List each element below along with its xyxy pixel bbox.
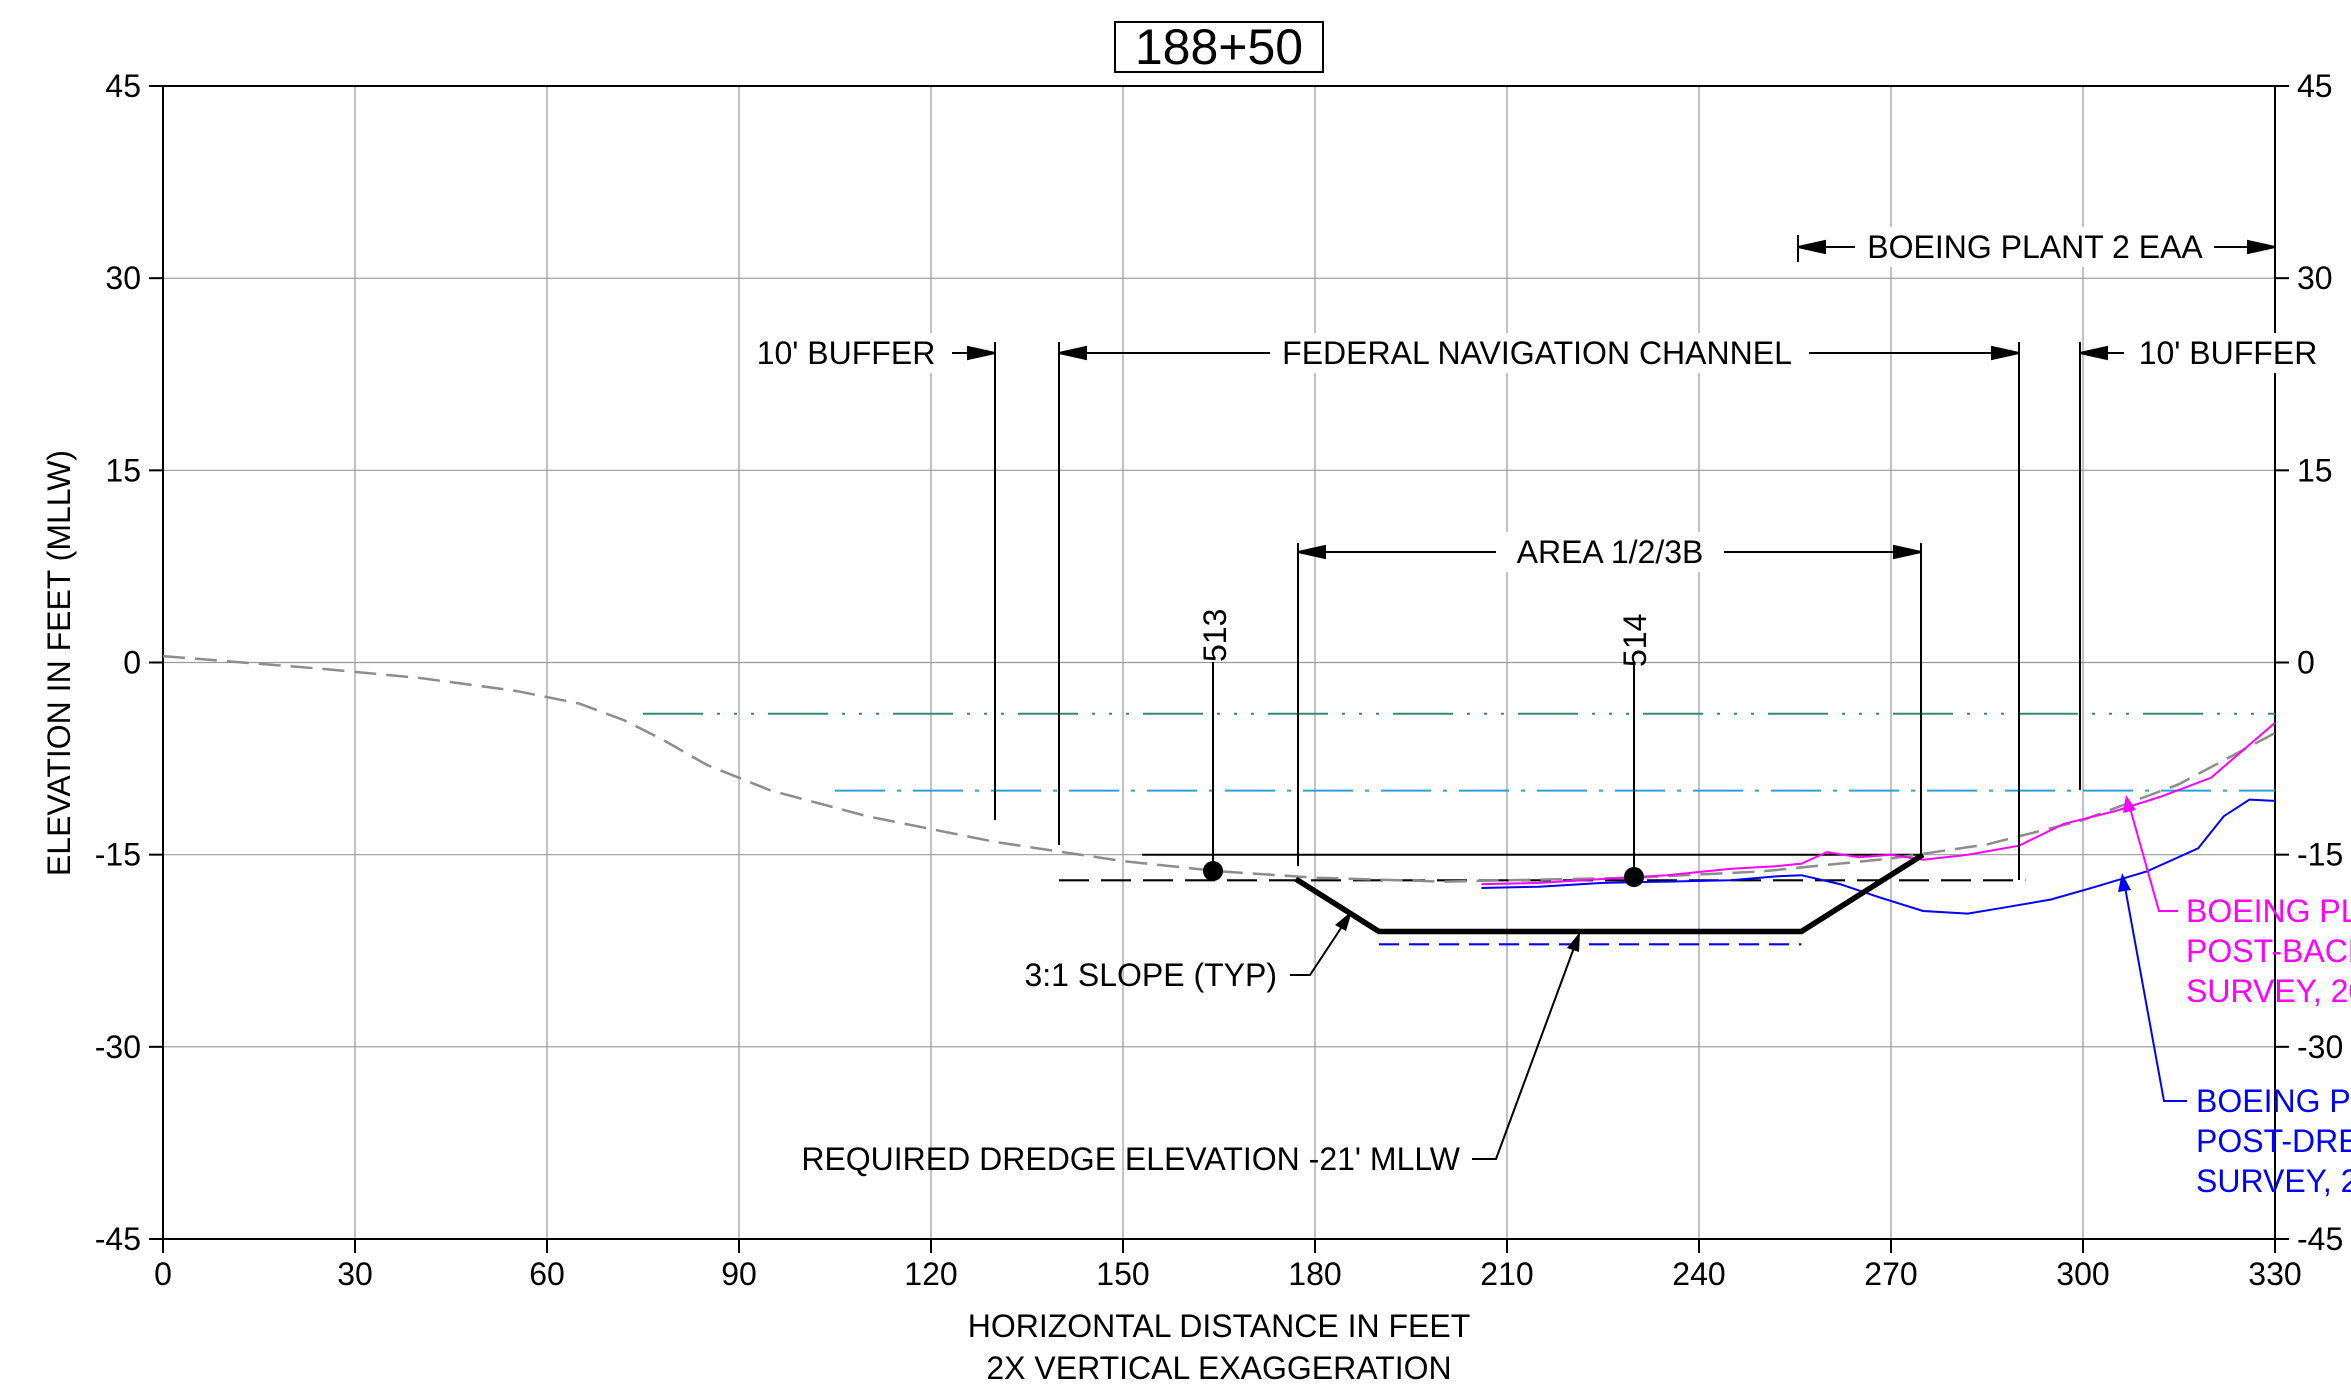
x-tick-label: 90 (721, 1256, 757, 1292)
dredge-survey-arrow (2118, 873, 2131, 892)
dredge-survey-label-1: BOEING PL (2196, 1083, 2351, 1119)
series-group (162, 654, 2276, 946)
backfill-leader (2129, 807, 2178, 912)
y-tick-labels-left: 45 30 15 0 -15 -30 -45 (95, 68, 141, 1257)
slope-leader (1290, 921, 1346, 976)
y-tick-label-right: 15 (2297, 452, 2333, 488)
y-tick-label-right: 30 (2297, 260, 2333, 296)
x-axis-subtitle: 2X VERTICAL EXAGGERATION (986, 1350, 1451, 1386)
x-tick-label: 60 (529, 1256, 565, 1292)
buffer-right-label: 10' BUFFER (2139, 335, 2318, 371)
y-axis-title: ELEVATION IN FEET (MLLW) (41, 450, 77, 876)
station-label: 188+50 (1135, 19, 1303, 75)
series-dredge-survey (1481, 798, 2276, 915)
buffer-left-label: 10' BUFFER (757, 335, 936, 371)
backfill-survey-label-1: BOEING PL (2186, 893, 2351, 929)
eaa-label: BOEING PLANT 2 EAA (1867, 229, 2203, 265)
y-tick-label-left: -30 (95, 1029, 141, 1065)
y-tick-label-left: 30 (105, 260, 141, 296)
arrow-area-right (1893, 544, 1922, 560)
x-tick-label: 330 (2248, 1256, 2301, 1292)
annotation-leaders (1290, 795, 2187, 1160)
y-tick-label-left: 45 (105, 68, 141, 104)
dredge-survey-leader (2124, 886, 2187, 1102)
dredge-leader (1472, 944, 1576, 1160)
channel-label-bg (1275, 333, 1805, 373)
sample-513-label: 513 (1197, 609, 1233, 662)
sample-513-marker (1203, 861, 1223, 881)
area-label-bg (1502, 532, 1718, 572)
annotation-text: 10' BUFFER FEDERAL NAVIGATION CHANNEL 10… (757, 227, 2351, 1199)
buffer-right-label-bg (2130, 333, 2320, 373)
arrow-channel-left (1058, 345, 1087, 361)
dimension-lines (952, 239, 2276, 560)
dredge-survey-label-2: POST-DRE (2196, 1123, 2351, 1159)
y-tick-label-right: 45 (2297, 68, 2333, 104)
y-tick-labels-right: 45 30 15 0 -15 -30 -45 (2297, 68, 2343, 1257)
series-backfill-survey (1481, 721, 2276, 886)
eaa-label-bg (1860, 227, 2210, 267)
area-label: AREA 1/2/3B (1517, 534, 1704, 570)
x-tick-label: 0 (154, 1256, 172, 1292)
y-tick-label-right: -30 (2297, 1029, 2343, 1065)
arrow-channel-right (1991, 345, 2020, 361)
channel-label: FEDERAL NAVIGATION CHANNEL (1282, 335, 1792, 371)
extension-lines (994, 235, 2081, 880)
y-tick-label-left: -45 (95, 1221, 141, 1257)
arrow-buffer-left (967, 345, 996, 361)
x-tick-label: 270 (1864, 1256, 1917, 1292)
series-design-template (1294, 852, 1925, 935)
backfill-survey-label-2: POST-BACK (2186, 933, 2351, 969)
y-tick-label-right: -45 (2297, 1221, 2343, 1257)
y-tick-label-right: -15 (2297, 837, 2343, 873)
backfill-arrow (2123, 795, 2136, 813)
series-existing-ground (162, 654, 2276, 883)
y-tick-label-left: -15 (95, 837, 141, 873)
x-tick-label: 300 (2056, 1256, 2109, 1292)
slope-label: 3:1 SLOPE (TYP) (1024, 957, 1277, 993)
dredge-arrow (1567, 932, 1580, 952)
buffer-left-label-bg (758, 333, 934, 373)
y-tick-label-right: 0 (2297, 645, 2315, 681)
dredge-label: REQUIRED DREDGE ELEVATION -21' MLLW (801, 1141, 1460, 1177)
x-axis-title: HORIZONTAL DISTANCE IN FEET (968, 1308, 1471, 1344)
arrow-eaa-right (2247, 239, 2276, 255)
arrow-buffer-right (2079, 345, 2108, 361)
x-tick-label: 150 (1096, 1256, 1149, 1292)
x-tick-label: 240 (1672, 1256, 1725, 1292)
x-tick-label: 30 (337, 1256, 373, 1292)
x-tick-label: 120 (904, 1256, 957, 1292)
arrow-eaa-left (1797, 239, 1826, 255)
slope-arrow (1335, 911, 1352, 931)
plot-frame (149, 85, 2289, 1253)
station-label-box (1114, 21, 1324, 73)
arrow-area-left (1297, 544, 1326, 560)
y-tick-label-left: 15 (105, 452, 141, 488)
backfill-survey-label-3: SURVEY, 20 (2186, 973, 2351, 1009)
x-tick-labels: 0 30 60 90 120 150 180 210 240 270 300 330 (154, 1256, 2302, 1292)
y-tick-label-left: 0 (123, 645, 141, 681)
sample-514-label: 514 (1617, 614, 1653, 667)
x-tick-label: 210 (1480, 1256, 1533, 1292)
dredge-survey-label-3: SURVEY, 2 (2196, 1163, 2351, 1199)
x-tick-label: 180 (1288, 1256, 1341, 1292)
sample-514-marker (1624, 867, 1644, 887)
